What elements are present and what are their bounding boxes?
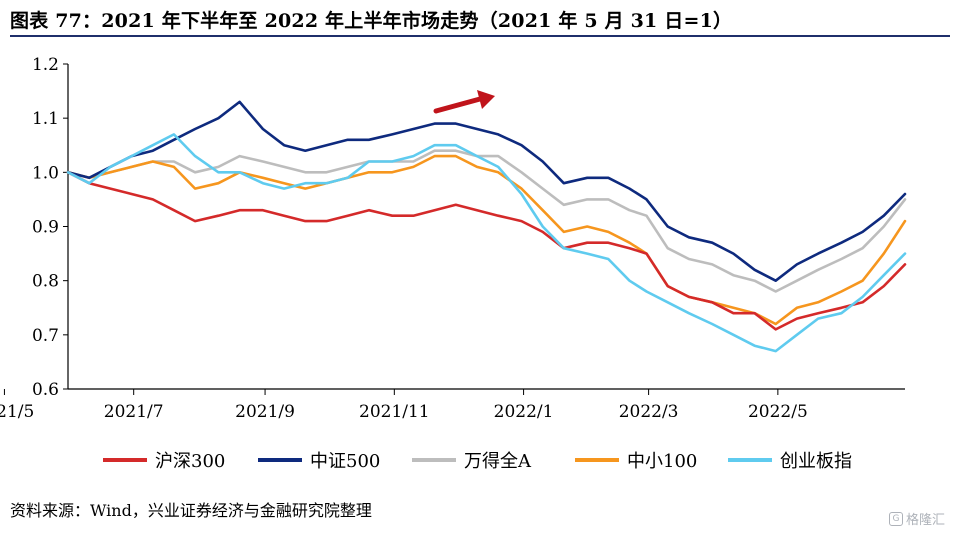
arrow-shaft [433,96,483,114]
legend-label-5: 创业板指 [780,451,852,472]
x-tick-label: 2021/5 [0,402,34,422]
series-line-1 [66,171,907,331]
x-tick-label: 2021/9 [235,402,295,422]
x-tick-label: 2021/7 [104,402,164,422]
y-tick-label: 1.2 [32,55,59,75]
trend-arrow [433,90,495,114]
legend-label-4: 中小100 [627,451,697,472]
legend-label-1: 沪深300 [155,451,225,472]
series-line-3 [66,149,907,293]
series-line-4 [66,154,907,326]
y-tick-label: 1.1 [32,109,59,129]
y-tick-label: 0.6 [32,380,59,400]
legend: 沪深300 中证500 万得全A 中小100 创业板指 [103,451,852,472]
series-lines [66,100,907,353]
legend-label-2: 中证500 [310,451,380,472]
watermark-text: 格隆汇 [905,513,945,528]
legend-label-3: 万得全A [464,451,532,472]
title-rule [10,35,950,37]
x-tick-label: 2022/5 [748,402,808,422]
y-tick-label: 1.0 [32,163,59,183]
arrow-head [477,90,495,109]
y-tick-label: 0.8 [32,272,59,292]
y-tick-label: 0.9 [32,218,59,238]
x-tick-label: 2022/1 [494,402,554,422]
source-note: 资料来源：Wind，兴业证券经济与金融研究院整理 [10,501,372,520]
series-line-5 [66,133,907,353]
watermark: G 格隆汇 [888,509,945,528]
series-line-2 [66,100,907,283]
x-tick-label: 2022/3 [619,402,679,422]
axes: 0.6 0.7 0.8 0.9 1.0 1.1 1.2 2021/5 2021/7 2021/9 2… [0,55,905,422]
chart-title: 图表 77：2021 年下半年至 2022 年上半年市场走势（2021 年 5 … [10,10,733,32]
watermark-logo-icon: G [888,511,903,526]
y-tick-label: 0.7 [32,326,59,346]
x-tick-label: 2021/11 [359,402,430,422]
